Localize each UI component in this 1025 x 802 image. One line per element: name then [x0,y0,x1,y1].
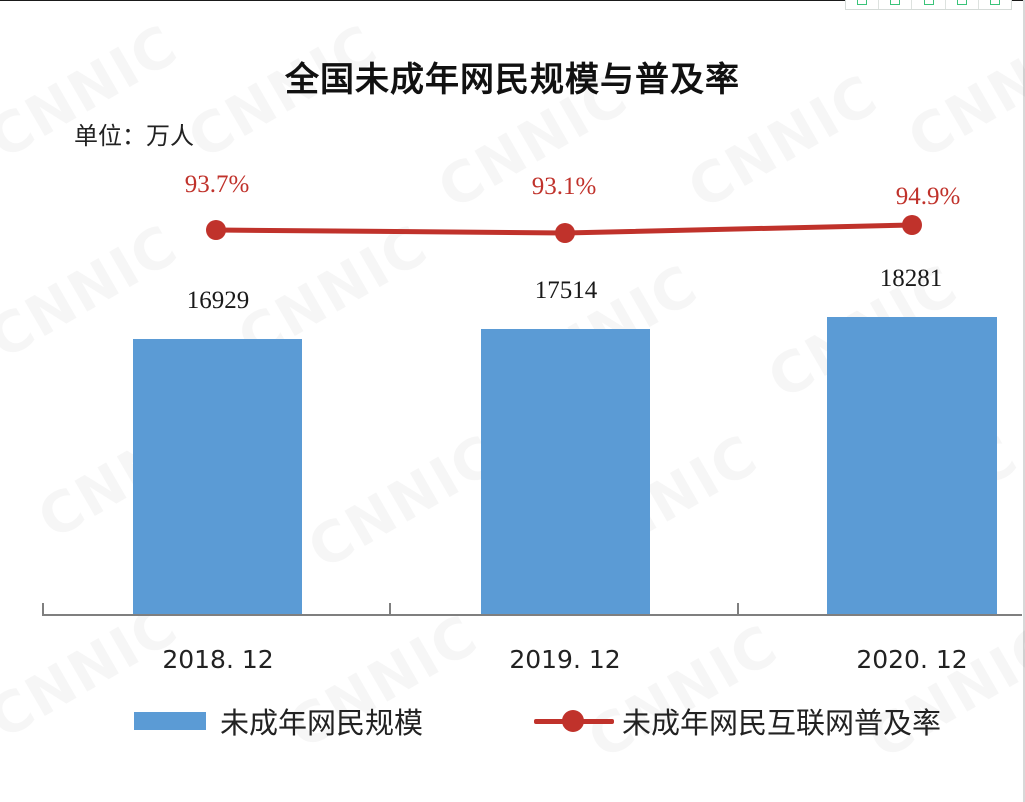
rate-marker [555,223,575,243]
rate-value-label: 93.7% [185,171,250,198]
copy-icon [923,0,934,5]
rate-value-label: 94.9% [896,183,961,210]
x-axis-label: 2018. 12 [162,645,273,674]
x-axis-label: 2019. 12 [509,645,620,674]
legend-item-bar[interactable]: 未成年网民规模 [134,700,423,742]
toolbar-copy-button[interactable] [912,0,946,9]
chart-legend: 未成年网民规模 未成年网民互联网普及率 [0,700,1025,744]
bar-2020 [827,317,997,615]
x-axis-label: 2020. 12 [856,645,967,674]
settings-icon [989,0,1000,5]
rate-marker [206,220,226,240]
image-toolbar [845,0,1012,10]
rate-value-label: 93.1% [532,173,597,200]
window-icon [956,0,967,5]
unit-label: 单位：万人 [74,122,194,150]
toolbar-fullscreen-button[interactable] [879,0,913,9]
toolbar-window-button[interactable] [946,0,979,9]
chart-plot-area: 16929 17514 18281 93.7% 93.1% 94.9% 2018… [42,171,1022,674]
fullscreen-icon [890,0,901,5]
bar-value-label: 16929 [187,287,250,314]
chart-title: 全国未成年网民规模与普及率 [285,60,740,100]
bar-2019 [481,329,650,615]
bar-value-label: 18281 [880,265,943,292]
save-icon [857,0,868,5]
bar-swatch-icon [134,712,206,730]
toolbar-settings-button[interactable] [979,0,1011,9]
rate-marker [902,215,922,235]
legend-item-line[interactable]: 未成年网民互联网普及率 [534,700,941,742]
window-top-border [0,0,1025,1]
bar-value-label: 17514 [535,277,598,304]
legend-label: 未成年网民规模 [220,706,424,740]
legend-label: 未成年网民互联网普及率 [622,706,942,740]
toolbar-save-button[interactable] [846,0,880,9]
line-marker-swatch-icon [534,709,614,733]
bar-2018 [133,339,302,615]
window-right-border [1023,0,1025,802]
